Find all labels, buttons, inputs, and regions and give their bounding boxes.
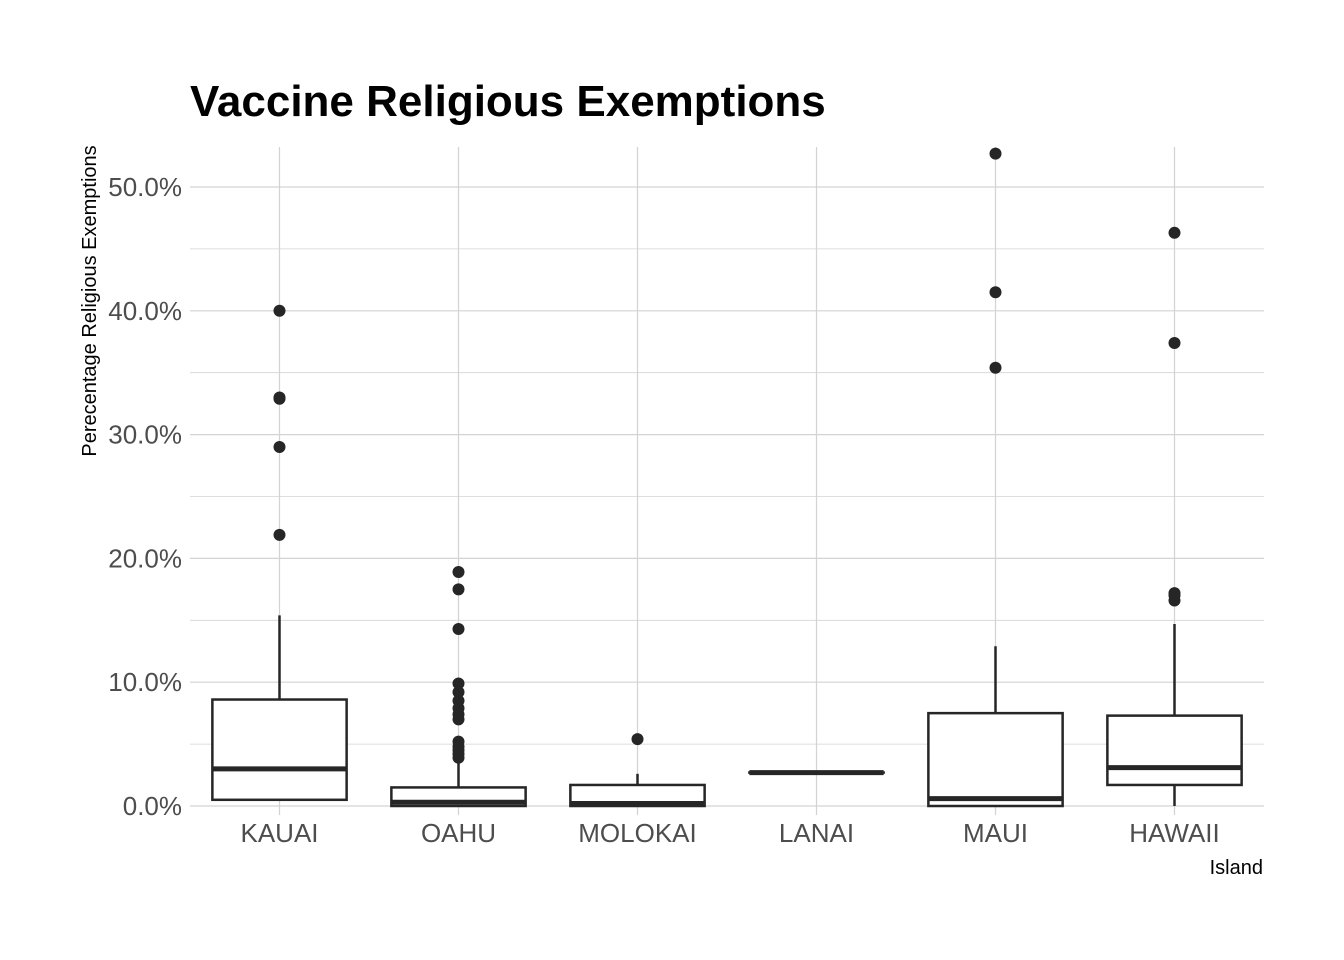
outlier-point [989,361,1002,374]
y-tick-label: 0.0% [123,791,182,821]
box-iqr [927,711,1064,808]
box-oahu [390,566,527,808]
box-maui [927,147,1064,808]
outlier-point [452,622,465,635]
y-axis-title: Perecentage Religious Exemptions [79,145,101,456]
x-axis-title: Island [1210,857,1263,879]
outlier-point [273,391,286,404]
x-axis-ticks: KAUAI OAHU MOLOKAI LANAI MAUI HAWAII [240,818,1219,848]
box-iqr [211,698,348,802]
grid-lines [190,147,1264,815]
y-axis-ticks: 0.0% 10.0% 20.0% 30.0% 40.0% 50.0% [108,172,182,821]
outlier-point [452,583,465,596]
box-series [211,147,1243,808]
outlier-point [1168,226,1181,239]
outlier-point [452,677,465,690]
outlier-point [452,735,465,748]
x-tick-label: MAUI [963,818,1028,848]
x-tick-label: HAWAII [1129,818,1220,848]
y-tick-label: 30.0% [108,420,182,450]
x-tick-label: MOLOKAI [578,818,696,848]
outlier-point [631,733,644,746]
outlier-point [989,147,1002,160]
x-tick-label: OAHU [421,818,496,848]
outlier-point [1168,587,1181,600]
outlier-point [452,694,465,707]
outlier-point [452,686,465,699]
box-molokai [569,733,706,808]
outlier-point [989,286,1002,299]
outlier-point [452,566,465,579]
outlier-point [273,440,286,453]
outlier-point [273,304,286,317]
box-kauai [211,304,348,802]
y-tick-label: 50.0% [108,172,182,202]
x-tick-label: LANAI [779,818,854,848]
y-tick-label: 40.0% [108,296,182,326]
y-tick-label: 10.0% [108,667,182,697]
chart-title: Vaccine Religious Exemptions [190,77,826,126]
outlier-point [1168,336,1181,349]
box-hawaii [1106,226,1243,806]
box-iqr [1106,714,1243,787]
outlier-point [273,528,286,541]
y-tick-label: 20.0% [108,543,182,573]
x-tick-label: KAUAI [240,818,318,848]
